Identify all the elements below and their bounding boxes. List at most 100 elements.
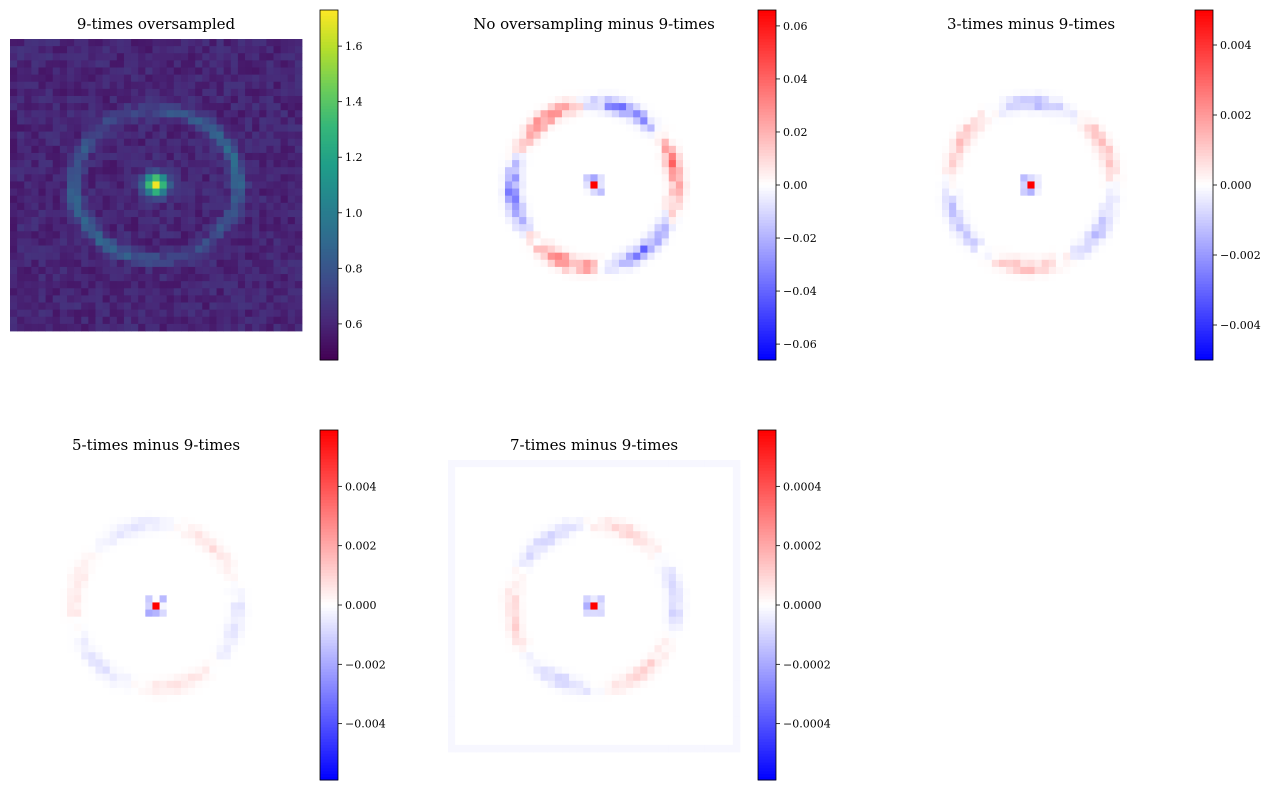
colorbar-segment xyxy=(320,155,338,160)
heatmap-cell xyxy=(17,224,25,232)
heatmap-cell xyxy=(704,74,712,83)
heatmap-cell xyxy=(116,110,125,118)
heatmap-cell xyxy=(647,288,655,296)
heatmap-cell xyxy=(116,74,125,83)
heatmap-cell xyxy=(998,167,1007,175)
heatmap-cell xyxy=(273,323,282,332)
heatmap-cell xyxy=(209,74,217,83)
heatmap-cell xyxy=(102,281,111,289)
heatmap-cell xyxy=(1070,110,1078,118)
heatmap-cell xyxy=(74,245,82,254)
heatmap-cell xyxy=(1141,53,1149,61)
heatmap-cell xyxy=(497,195,506,204)
heatmap-cell xyxy=(116,181,125,189)
heatmap-cell xyxy=(934,88,943,97)
heatmap-cell xyxy=(252,181,260,189)
heatmap-cell xyxy=(237,167,246,175)
heatmap-cell xyxy=(173,245,182,254)
heatmap-cell xyxy=(59,252,68,261)
heatmap-cell xyxy=(640,238,648,246)
heatmap-cell xyxy=(74,167,82,175)
heatmap-cell xyxy=(462,202,470,211)
heatmap-cell xyxy=(259,224,267,232)
heatmap-cell xyxy=(561,231,570,239)
heatmap-cell xyxy=(237,266,246,275)
heatmap-cell xyxy=(145,195,153,204)
heatmap-cell xyxy=(647,295,655,303)
heatmap-cell xyxy=(88,231,96,239)
heatmap-cell xyxy=(180,174,189,182)
heatmap-cell xyxy=(109,138,118,147)
heatmap-cell xyxy=(74,88,82,97)
heatmap-cell xyxy=(490,67,499,76)
heatmap-cell xyxy=(590,245,598,254)
heatmap-cell xyxy=(583,259,591,268)
heatmap-cell xyxy=(131,224,139,232)
heatmap-cell xyxy=(1098,195,1107,204)
heatmap-cell xyxy=(640,60,648,68)
heatmap-cell xyxy=(569,74,577,83)
heatmap-cell xyxy=(963,259,971,268)
heatmap-cell xyxy=(920,145,929,154)
heatmap-cell xyxy=(885,217,893,225)
heatmap-cell xyxy=(576,145,584,154)
heatmap-cell xyxy=(611,259,620,268)
heatmap-cell xyxy=(690,231,698,239)
heatmap-cell xyxy=(202,181,210,189)
heatmap-cell xyxy=(618,95,627,104)
heatmap-cell xyxy=(245,124,253,132)
heatmap-cell xyxy=(202,117,210,125)
heatmap-cell xyxy=(547,160,556,168)
heatmap-cell xyxy=(504,74,513,83)
heatmap-cell xyxy=(633,224,641,232)
heatmap-cell xyxy=(991,138,1000,147)
heatmap-cell xyxy=(547,46,556,54)
heatmap-cell xyxy=(462,152,470,161)
colorbar-segment xyxy=(320,231,338,236)
heatmap-cell xyxy=(512,138,520,147)
heatmap-cell xyxy=(547,281,556,289)
heatmap-cell xyxy=(202,74,210,83)
heatmap-cell xyxy=(906,152,914,161)
heatmap-cell xyxy=(266,138,274,147)
heatmap-cell xyxy=(640,110,648,118)
heatmap-cell xyxy=(273,288,282,296)
heatmap-cell xyxy=(504,259,513,268)
heatmap-cell xyxy=(1041,110,1050,118)
heatmap-cell xyxy=(1034,60,1043,68)
heatmap-cell xyxy=(597,238,606,246)
heatmap-cell xyxy=(116,281,125,289)
heatmap-cell xyxy=(1155,181,1164,189)
heatmap-cell xyxy=(1063,217,1071,225)
heatmap-cell xyxy=(52,103,61,111)
heatmap-cell xyxy=(633,302,641,311)
heatmap-cell xyxy=(654,281,663,289)
heatmap-cell xyxy=(963,167,971,175)
heatmap-cell xyxy=(561,281,570,289)
heatmap-cell xyxy=(561,124,570,132)
heatmap-cell xyxy=(230,238,239,246)
heatmap-cell xyxy=(906,224,914,232)
heatmap-cell xyxy=(1041,67,1050,76)
heatmap-cell xyxy=(618,103,627,111)
heatmap-cell xyxy=(209,252,217,261)
heatmap-cell xyxy=(927,46,936,54)
heatmap-cell xyxy=(540,245,549,254)
heatmap-cell xyxy=(913,152,922,161)
heatmap-cell xyxy=(1041,188,1050,197)
heatmap-cell xyxy=(892,145,900,154)
heatmap-cell xyxy=(116,302,125,311)
heatmap-cell xyxy=(66,259,75,268)
heatmap-cell xyxy=(252,316,260,325)
heatmap-cell xyxy=(675,53,684,61)
heatmap-cell xyxy=(920,209,929,218)
heatmap-cell xyxy=(1134,209,1142,218)
heatmap-cell xyxy=(159,309,168,318)
heatmap-cell xyxy=(885,95,893,104)
heatmap-cell xyxy=(690,60,698,68)
heatmap-cell xyxy=(569,124,577,132)
heatmap-cell xyxy=(455,323,463,332)
heatmap-cell xyxy=(970,88,978,97)
heatmap-cell xyxy=(1041,252,1050,261)
heatmap-cell xyxy=(173,259,182,268)
